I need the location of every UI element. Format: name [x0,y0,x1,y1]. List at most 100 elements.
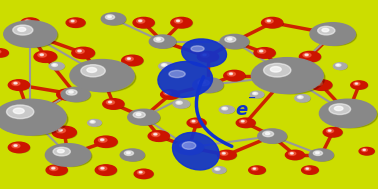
Circle shape [123,150,145,161]
Circle shape [222,107,228,110]
Circle shape [11,81,30,91]
Circle shape [101,13,125,25]
Circle shape [253,92,258,95]
Circle shape [163,64,165,65]
Circle shape [107,100,115,104]
Circle shape [174,19,192,28]
Circle shape [139,20,142,22]
Circle shape [314,81,322,85]
Circle shape [0,50,9,57]
Circle shape [336,64,341,66]
Circle shape [95,165,116,175]
Circle shape [318,26,335,35]
Circle shape [89,120,102,126]
Circle shape [57,89,79,100]
Circle shape [313,81,332,91]
Circle shape [323,128,342,137]
Circle shape [263,63,291,77]
Circle shape [220,34,249,49]
Ellipse shape [191,46,204,52]
Circle shape [214,167,226,174]
Circle shape [325,129,342,137]
Circle shape [178,142,204,155]
Circle shape [52,167,55,169]
Circle shape [262,17,283,28]
Circle shape [108,101,112,103]
Circle shape [164,91,171,95]
Circle shape [101,139,104,141]
Circle shape [161,63,174,70]
Circle shape [351,81,367,89]
Circle shape [305,54,308,56]
Circle shape [53,64,56,65]
Circle shape [99,167,107,170]
Circle shape [78,50,81,52]
Circle shape [55,128,77,139]
Ellipse shape [169,70,185,78]
Circle shape [3,103,68,136]
Circle shape [328,130,331,131]
Circle shape [264,19,283,28]
Circle shape [137,171,144,174]
Circle shape [220,152,228,155]
Circle shape [124,56,143,66]
Circle shape [290,153,293,154]
Circle shape [37,52,57,63]
Circle shape [306,168,308,169]
Circle shape [132,111,160,125]
Circle shape [98,138,107,142]
Circle shape [154,133,157,135]
Circle shape [304,167,311,170]
Circle shape [178,102,180,103]
Circle shape [173,100,190,108]
Circle shape [49,166,68,176]
Circle shape [201,53,209,57]
Circle shape [94,136,117,147]
Circle shape [311,80,332,90]
Circle shape [288,151,305,160]
Circle shape [220,151,237,160]
Circle shape [216,168,218,169]
Circle shape [134,169,153,179]
Circle shape [10,24,58,47]
Circle shape [61,87,90,102]
Circle shape [45,144,91,166]
Circle shape [0,50,1,53]
Circle shape [51,63,65,70]
Circle shape [128,109,160,125]
Circle shape [175,19,183,23]
Circle shape [295,94,310,102]
Circle shape [260,62,325,94]
Circle shape [176,101,182,104]
Circle shape [319,99,376,128]
Circle shape [299,96,301,98]
Circle shape [65,89,91,102]
Circle shape [310,23,355,45]
Circle shape [124,151,133,156]
Circle shape [66,90,77,95]
Circle shape [105,100,124,109]
Circle shape [0,99,66,135]
Ellipse shape [172,132,219,170]
Circle shape [362,149,367,152]
Circle shape [76,49,84,53]
Circle shape [361,148,375,155]
Circle shape [0,49,8,57]
Circle shape [258,49,266,53]
Circle shape [226,71,245,81]
Circle shape [52,126,76,138]
Text: −: − [248,93,257,103]
Circle shape [23,19,40,27]
Circle shape [4,21,57,47]
Circle shape [24,19,31,23]
Circle shape [12,144,20,148]
Circle shape [322,28,329,32]
Circle shape [250,91,264,98]
Circle shape [70,19,77,23]
Ellipse shape [182,39,226,67]
Circle shape [68,19,85,27]
Circle shape [326,129,333,133]
Circle shape [13,108,24,114]
Circle shape [192,120,195,122]
Circle shape [316,25,356,46]
